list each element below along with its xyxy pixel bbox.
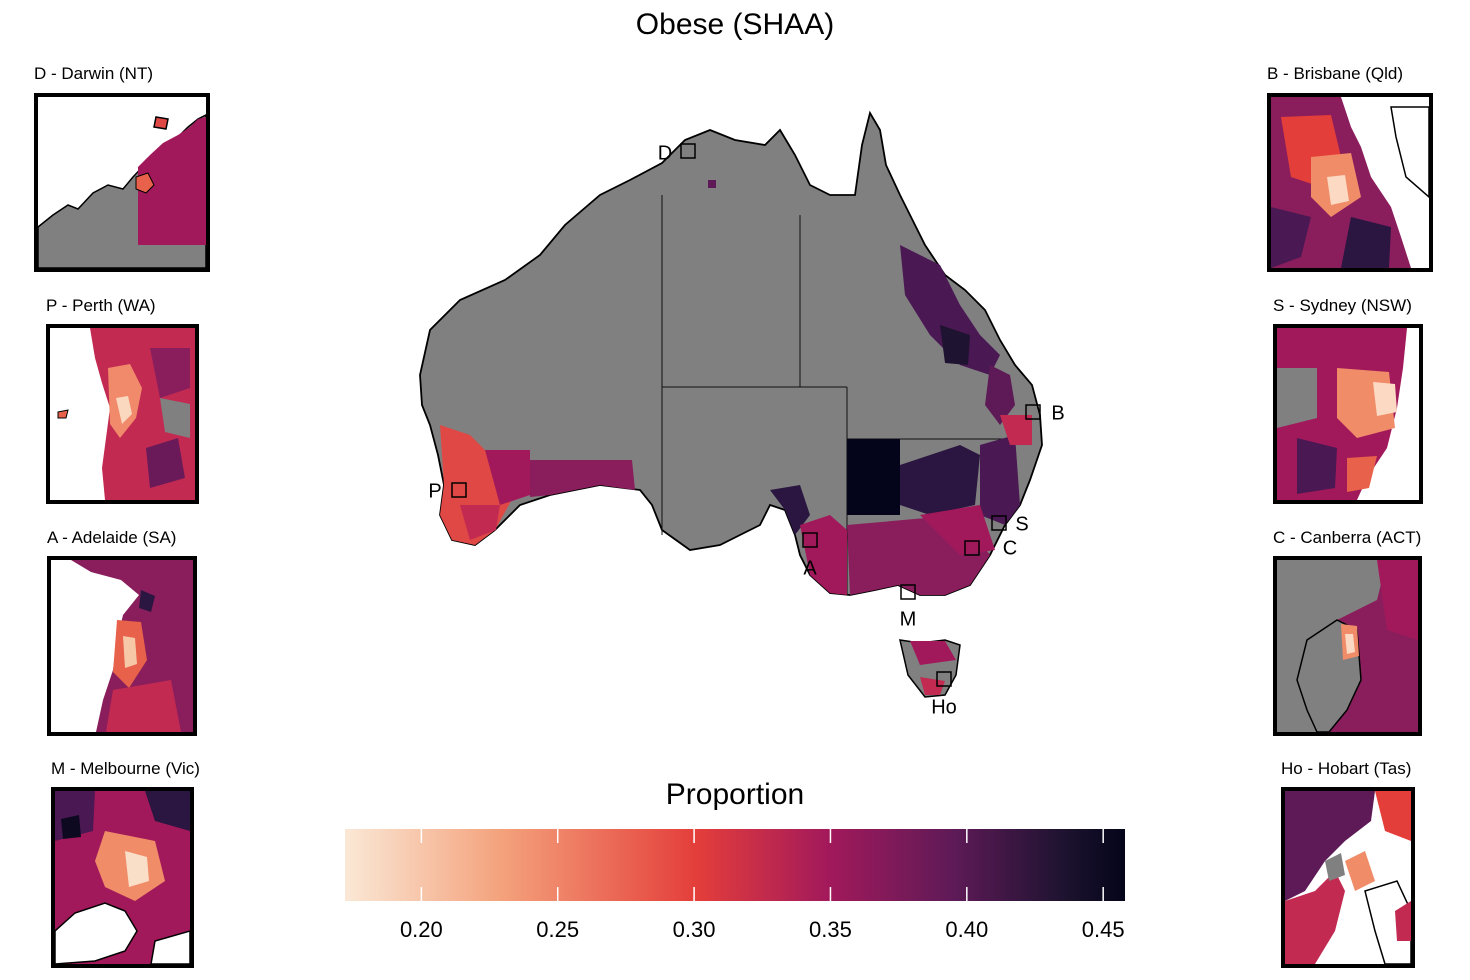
inset-label-sydney: S - Sydney (NSW) [1273,296,1412,315]
inset-label-perth: P - Perth (WA) [46,296,156,315]
inset-sydney [1273,324,1423,504]
legend-tick-label: 0.30 [672,917,716,942]
marker-label-perth: P [428,480,442,503]
inset-perth [46,324,199,504]
map-title: Obese (SHAA) [635,8,835,41]
inset-hobart [1281,787,1415,968]
marker-label-darwin: D [657,142,673,165]
legend-tick-label: 0.25 [536,917,580,942]
inset-label-hobart: Ho - Hobart (Tas) [1281,759,1412,778]
legend-tick-label: 0.35 [809,917,852,942]
legend-colorbar [345,829,1125,901]
legend-tick-label: 0.45 [1081,917,1125,942]
inset-melbourne [51,787,194,968]
inset-darwin [34,93,210,272]
marker-label-adelaide: A [803,557,817,580]
marker-label-canberra: C [1002,537,1018,560]
legend-tick-label: 0.40 [945,917,989,942]
inset-canberra [1273,556,1422,736]
marker-label-sydney: S [1015,513,1029,536]
australia-map [419,110,1043,698]
inset-label-darwin: D - Darwin (NT) [34,64,153,83]
legend-tick-label: 0.20 [399,917,443,942]
legend-title: Proportion [665,778,805,811]
inset-label-adelaide: A - Adelaide (SA) [47,528,177,547]
marker-label-hobart: Ho [931,696,957,719]
inset-label-melbourne: M - Melbourne (Vic) [51,759,200,778]
inset-adelaide [47,556,197,736]
marker-label-melbourne: M [899,608,917,631]
inset-label-brisbane: B - Brisbane (Qld) [1267,64,1404,83]
inset-label-canberra: C - Canberra (ACT) [1273,528,1422,547]
marker-label-brisbane: B [1051,402,1065,425]
inset-brisbane [1267,93,1433,272]
